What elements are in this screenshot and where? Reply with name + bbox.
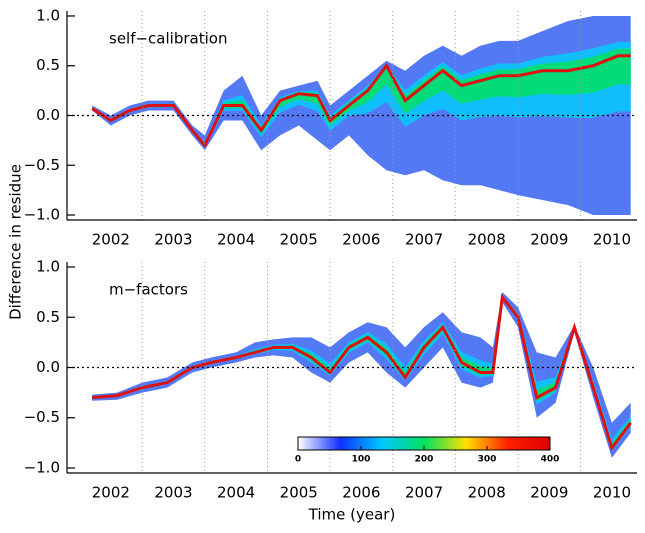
y-tick-label: 0.5 — [36, 56, 60, 74]
x-tick-label: 2003 — [154, 484, 192, 502]
panel-label: m−factors — [109, 281, 188, 299]
colorbar-tick-label: 400 — [541, 455, 560, 465]
x-tick-label: 2005 — [280, 484, 318, 502]
x-tick-label: 2006 — [342, 231, 380, 249]
x-tick-label: 2003 — [154, 231, 192, 249]
median-line — [91, 54, 631, 149]
x-tick-label: 2002 — [92, 231, 130, 249]
colorbar-tick-label: 100 — [352, 455, 371, 465]
y-tick-label: 1.0 — [36, 6, 60, 24]
colorbar-tick-label: 300 — [478, 455, 497, 465]
density-band — [92, 292, 631, 458]
y-tick-label: −1.0 — [24, 206, 60, 224]
y-tick-label: −1.0 — [24, 458, 60, 476]
x-axis-label: Time (year) — [308, 506, 396, 524]
x-tick-label: 2010 — [593, 231, 631, 249]
y-tick-label: 0.0 — [36, 106, 60, 124]
y-tick-label: 1.0 — [36, 258, 60, 276]
x-tick-label: 2008 — [468, 231, 506, 249]
x-tick-label: 2009 — [530, 231, 568, 249]
y-tick-label: −0.5 — [24, 408, 60, 426]
x-tick-label: 2005 — [280, 231, 318, 249]
x-tick-label: 2006 — [342, 484, 380, 502]
colorbar-tick-label: 0 — [295, 455, 301, 465]
colorbar-tick-label: 200 — [415, 455, 434, 465]
x-tick-label: 2007 — [405, 231, 443, 249]
x-tick-label: 2009 — [530, 484, 568, 502]
y-tick-label: 0.0 — [36, 358, 60, 376]
x-tick-label: 2007 — [405, 484, 443, 502]
x-tick-label: 2008 — [468, 484, 506, 502]
x-tick-label: 2004 — [217, 231, 255, 249]
x-tick-label: 2002 — [92, 484, 130, 502]
panel-label: self−calibration — [109, 30, 227, 48]
x-tick-label: 2010 — [593, 484, 631, 502]
y-axis-label: Difference in residue — [7, 164, 25, 320]
x-tick-label: 2004 — [217, 484, 255, 502]
y-tick-label: −0.5 — [24, 156, 60, 174]
y-tick-label: 0.5 — [36, 308, 60, 326]
median-line — [91, 293, 632, 452]
